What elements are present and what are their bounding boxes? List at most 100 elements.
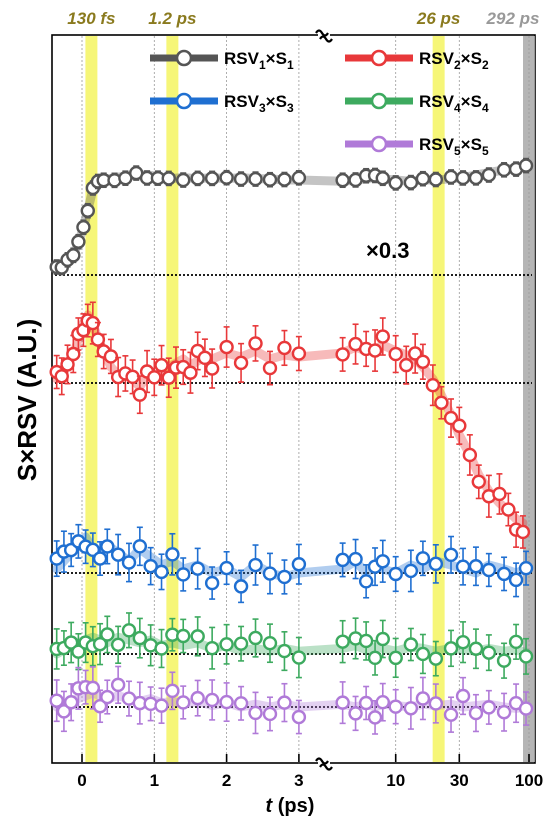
scale-annotation: ×0.3 [366, 238, 409, 263]
data-point [190, 171, 205, 186]
data-point [71, 234, 86, 249]
data-point [428, 556, 444, 572]
data-point [403, 637, 419, 652]
data-point [434, 395, 449, 410]
data-point [428, 172, 444, 187]
data-point [291, 346, 307, 361]
top-annotation: 1.2 ps [148, 9, 196, 28]
data-point [443, 707, 459, 722]
data-point [204, 640, 220, 656]
legend-label: RSV1×S1 [224, 49, 294, 72]
data-point [277, 643, 292, 659]
data-point [219, 170, 234, 185]
x-tick-label: 30 [450, 771, 469, 790]
data-point [481, 562, 497, 578]
data-point [277, 172, 292, 187]
legend-item-2: RSV2×S2 [345, 49, 489, 72]
data-point [262, 635, 278, 651]
data-point [375, 329, 390, 344]
data-series [49, 157, 534, 735]
data-point [262, 360, 278, 376]
data-point [335, 552, 350, 568]
legend-item-3: RSV3×S3 [150, 92, 294, 115]
data-point [375, 554, 390, 569]
data-point [161, 370, 176, 385]
data-point [132, 387, 148, 402]
data-point [219, 637, 234, 652]
data-point [161, 171, 176, 186]
data-point [496, 566, 512, 582]
data-point [468, 641, 484, 656]
data-point [92, 551, 108, 566]
data-point [165, 547, 180, 562]
data-point [204, 692, 220, 708]
legend-marker [370, 135, 388, 153]
data-point [388, 650, 403, 666]
data-point [110, 677, 126, 693]
data-point [85, 680, 101, 696]
data-point [496, 705, 512, 720]
legend-item-1: RSV1×S1 [150, 49, 294, 72]
data-point [63, 695, 79, 710]
x-axis-label-variable: t [266, 795, 274, 817]
legend: RSV1×S1 RSV2×S2 RSV3×S3 RSV4×S4 RSV5×S5 [150, 49, 489, 158]
data-point [66, 346, 81, 362]
data-point [399, 357, 414, 373]
data-point [388, 346, 403, 362]
data-point [90, 332, 106, 347]
data-point [132, 539, 148, 554]
data-point [508, 572, 524, 588]
data-point [219, 560, 234, 576]
data-point [204, 171, 220, 186]
data-point [468, 170, 484, 186]
data-point [291, 170, 307, 186]
data-point [455, 170, 471, 186]
data-point [415, 171, 431, 186]
data-point [154, 358, 169, 373]
data-point [358, 574, 374, 589]
series-2 [49, 301, 531, 549]
top-annotations: 130 fs 1.2 ps 26 ps 292 ps [67, 9, 539, 28]
data-point [388, 699, 403, 714]
data-point [233, 696, 249, 711]
data-point [248, 557, 263, 573]
data-point [375, 694, 390, 710]
data-point [348, 706, 363, 721]
data-point [468, 705, 484, 721]
data-point [515, 524, 531, 540]
data-point [291, 650, 307, 665]
x-tick-label: 10 [386, 771, 405, 790]
data-point [518, 158, 534, 173]
axis-break-mark [315, 757, 329, 765]
data-point [197, 350, 213, 366]
data-point [388, 175, 403, 191]
data-point [492, 486, 507, 502]
plot-frame [51, 34, 536, 764]
data-point [103, 349, 119, 364]
data-point [56, 704, 72, 719]
data-point [262, 172, 278, 187]
data-point [428, 651, 444, 666]
data-point [143, 558, 158, 574]
data-point [262, 706, 278, 722]
series-3 [49, 523, 534, 604]
data-point [508, 634, 524, 650]
x-tick-label: 0 [77, 771, 86, 790]
data-point [110, 547, 126, 562]
data-point [233, 171, 249, 187]
top-annotation: 292 ps [486, 9, 540, 28]
data-point [176, 172, 191, 188]
data-point [455, 634, 471, 650]
data-point [518, 649, 534, 664]
legend-label: RSV2×S2 [419, 49, 489, 72]
legend-marker [370, 92, 388, 110]
data-point [183, 365, 198, 380]
x-axis-label-unit: (ps) [272, 795, 314, 817]
data-point [367, 343, 383, 358]
axis-break-mark [315, 29, 329, 37]
data-point [190, 690, 205, 706]
data-point [443, 641, 459, 656]
series-4 [49, 612, 534, 679]
data-point [452, 418, 467, 433]
data-point [455, 559, 471, 574]
